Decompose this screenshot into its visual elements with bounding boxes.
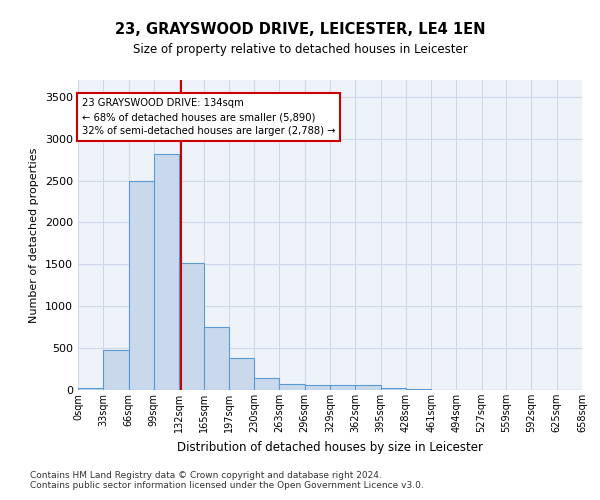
Bar: [78, 388, 103, 390]
Bar: [205, 327, 229, 390]
Text: Contains public sector information licensed under the Open Government Licence v3: Contains public sector information licen…: [30, 480, 424, 490]
Bar: [103, 350, 128, 390]
Bar: [154, 154, 179, 390]
Bar: [128, 180, 154, 390]
Bar: [355, 386, 380, 390]
Text: 23 GRAYSWOOD DRIVE: 134sqm
← 68% of detached houses are smaller (5,890)
32% of s: 23 GRAYSWOOD DRIVE: 134sqm ← 68% of deta…: [82, 98, 335, 136]
Bar: [305, 386, 330, 390]
Bar: [380, 388, 406, 390]
Bar: [254, 378, 280, 390]
Bar: [330, 386, 355, 390]
Bar: [179, 262, 205, 390]
Bar: [229, 358, 254, 390]
Text: Contains HM Land Registry data © Crown copyright and database right 2024.: Contains HM Land Registry data © Crown c…: [30, 470, 382, 480]
Bar: [280, 384, 305, 390]
Text: Size of property relative to detached houses in Leicester: Size of property relative to detached ho…: [133, 42, 467, 56]
Y-axis label: Number of detached properties: Number of detached properties: [29, 148, 40, 322]
X-axis label: Distribution of detached houses by size in Leicester: Distribution of detached houses by size …: [177, 440, 483, 454]
Bar: [406, 389, 431, 390]
Text: 23, GRAYSWOOD DRIVE, LEICESTER, LE4 1EN: 23, GRAYSWOOD DRIVE, LEICESTER, LE4 1EN: [115, 22, 485, 38]
